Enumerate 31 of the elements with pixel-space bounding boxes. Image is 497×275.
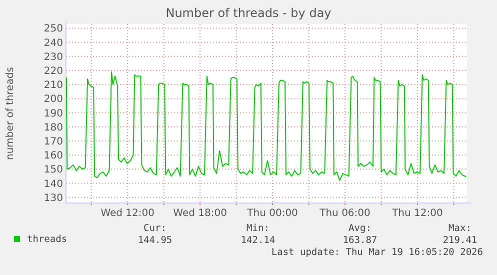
y-tick-label: 180	[44, 122, 63, 134]
text: 163.87	[342, 235, 378, 246]
y-tick-label: 240	[44, 38, 63, 49]
y-tick-label: 220	[44, 66, 63, 78]
y-tick-label: 160	[44, 150, 63, 162]
y-tick-label: 230	[44, 52, 63, 63]
y-tick-label: 140	[44, 178, 63, 190]
x-tick-label: Thu 12:00	[391, 208, 443, 219]
chart-title: Number of threads - by day	[166, 6, 332, 20]
y-tick-label: 130	[44, 192, 63, 204]
x-tick-label: Thu 00:00	[246, 208, 298, 219]
text: Min:	[246, 223, 270, 234]
legend-label: threads	[27, 234, 68, 245]
y-tick-label: 250	[44, 24, 63, 35]
y-tick-label: 210	[44, 80, 63, 92]
y-tick-label: 170	[44, 136, 63, 148]
y-tick-label: 150	[44, 164, 63, 176]
text: Avg:	[348, 223, 372, 234]
text: Cur:	[144, 223, 166, 234]
text: 142.14	[240, 235, 276, 246]
text: 219.41	[442, 235, 478, 246]
x-tick-label: Wed 12:00	[100, 208, 155, 219]
x-tick-label: Thu 06:00	[318, 208, 370, 219]
y-tick-label: 200	[44, 94, 63, 106]
y-axis-title: number of threads	[5, 66, 16, 160]
y-tick-label: 190	[44, 108, 63, 120]
x-tick-label: Wed 18:00	[173, 208, 227, 219]
text: Max:	[448, 223, 472, 234]
text: 144.95	[138, 235, 172, 246]
line-series	[66, 71, 467, 181]
text: Last update: Thu Mar 19 16:05:20 2026	[271, 247, 484, 258]
